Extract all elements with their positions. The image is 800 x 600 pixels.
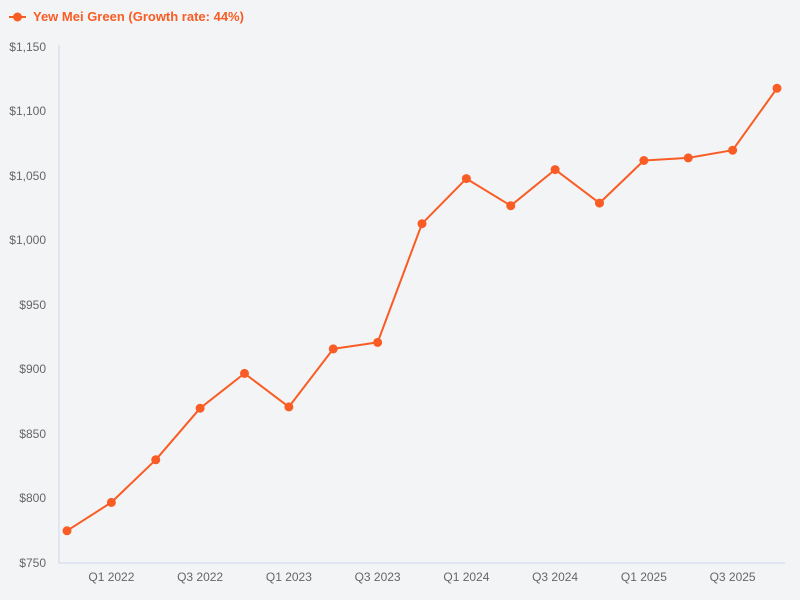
y-axis-tick-label: $1,050 <box>9 168 46 183</box>
data-point[interactable]: Q4 2022: $897 <box>240 368 249 378</box>
legend-series-label: Yew Mei Green (Growth rate: 44%) <box>33 9 244 24</box>
data-point[interactable]: Q2 2022: $830 <box>151 455 161 465</box>
y-axis-tick-label: $750 <box>19 555 46 570</box>
y-axis-tick-label: $1,100 <box>9 104 46 118</box>
y-axis-tick-label: $850 <box>19 426 46 441</box>
data-point[interactable]: Q4 2021: $775 <box>62 526 72 536</box>
legend-item[interactable]: Yew Mei Green (Growth rate: 44%) <box>9 9 244 25</box>
data-point[interactable]: Q2 2023: $916 <box>328 344 338 354</box>
x-axis-tick-label: Q1 2023 <box>265 570 312 584</box>
y-axis-tick-label: $800 <box>19 491 46 505</box>
data-point[interactable]: Q2 2024: $1027 <box>506 201 516 211</box>
data-point[interactable]: Q3 2022: $870 <box>195 403 205 413</box>
x-axis-tick-label: Q3 2025 <box>709 570 756 584</box>
axis-lines <box>58 45 785 564</box>
x-axis-tick-label: Q1 2024 <box>443 570 490 584</box>
y-axis-tick-label: $900 <box>19 362 46 376</box>
data-point[interactable]: Q3 2025: $1070 <box>728 145 738 155</box>
legend-series-marker-icon <box>9 12 26 22</box>
x-axis-tick-label: Q3 2023 <box>354 570 401 584</box>
data-point[interactable]: Q1 2024: $1048 <box>461 174 471 184</box>
series-line <box>66 87 778 532</box>
data-point[interactable]: Q3 2024: $1055 <box>550 165 560 175</box>
x-axis-tick-label: Q1 2022 <box>88 570 135 584</box>
data-point[interactable]: Q1 2025: $1062 <box>639 156 649 165</box>
data-point[interactable]: Q2 2025: $1064 <box>683 153 693 163</box>
x-axis-tick-label: Q1 2025 <box>620 570 667 584</box>
data-point[interactable]: Q4 2024: $1029 <box>595 198 604 208</box>
y-axis-tick-label: $1,150 <box>9 39 46 54</box>
x-axis-tick-label: Q3 2022 <box>177 570 224 584</box>
data-point[interactable]: Q4 2023: $1013 <box>417 219 427 229</box>
data-point[interactable]: Q3 2023: $921 <box>373 337 383 347</box>
data-point[interactable]: Q4 2025: $1118 <box>772 83 782 93</box>
data-point[interactable]: Q1 2022: $797 <box>106 497 116 507</box>
y-axis-tick-label: $1,000 <box>9 233 46 247</box>
data-point[interactable]: Q1 2023: $871 <box>284 402 294 412</box>
x-axis-tick-label: Q3 2024 <box>532 570 579 584</box>
y-axis-tick-label: $950 <box>19 297 46 312</box>
